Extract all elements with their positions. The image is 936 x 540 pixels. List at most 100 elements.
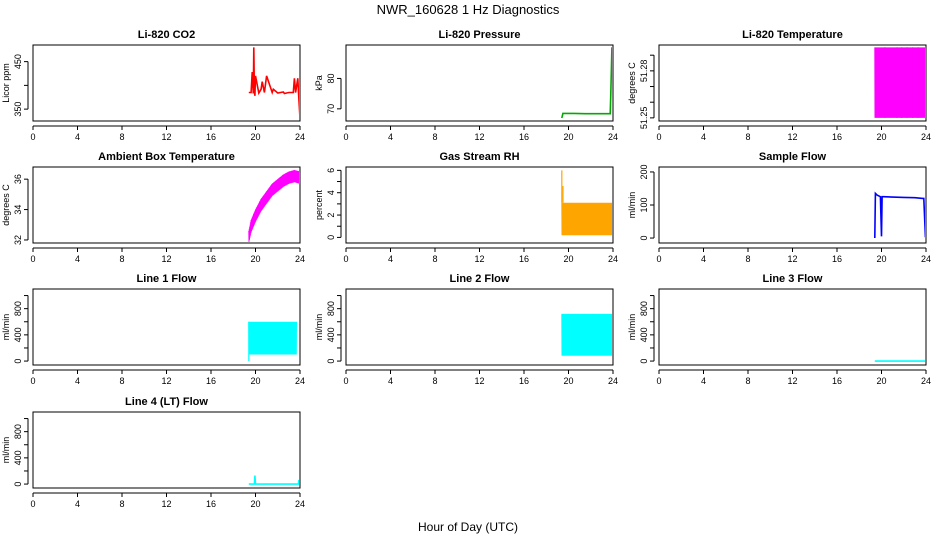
y-axis-label: ml/min <box>627 314 637 341</box>
y-tick-label: 34 <box>13 205 23 215</box>
y-tick-label: 0 <box>639 236 649 241</box>
plot-frame <box>32 166 301 244</box>
y-tick-label: 70 <box>326 104 336 114</box>
x-tick-label: 4 <box>75 376 80 386</box>
plot-area <box>874 47 925 118</box>
y-tick-label: 0 <box>326 235 336 240</box>
y-axis-label: ml/min <box>627 192 637 219</box>
x-tick-label: 24 <box>608 132 618 142</box>
x-tick-label: 0 <box>343 376 348 386</box>
plot-frame <box>32 288 301 366</box>
y-axis-label: ml/min <box>1 437 11 464</box>
y-tick-label: 51.28 <box>639 60 649 83</box>
plot-frame <box>345 288 614 366</box>
y-tick-label: 0 <box>13 359 23 364</box>
plot-area <box>874 191 925 239</box>
plot-area <box>248 169 299 242</box>
panel-title: Li-820 Pressure <box>439 29 521 41</box>
x-tick-label: 0 <box>343 254 348 264</box>
panel-title: Line 4 (LT) Flow <box>125 396 208 408</box>
x-tick-label: 16 <box>206 132 216 142</box>
plot-area <box>248 321 297 362</box>
x-tick-label: 24 <box>295 254 305 264</box>
chart-panel-4: Ambient Box Temperature 0 4 8 12 16 20 24 32 34 36… <box>1 151 305 264</box>
y-tick-label: 36 <box>13 174 23 184</box>
x-tick-label: 4 <box>75 132 80 142</box>
envelope-series <box>248 169 299 242</box>
panel-title: Li-820 CO2 <box>138 29 195 41</box>
x-tick-label: 12 <box>787 376 797 386</box>
x-tick-label: 8 <box>432 132 437 142</box>
figure-title: NWR_160628 1 Hz Diagnostics <box>377 2 560 17</box>
y-tick-label: 51.25 <box>639 107 649 130</box>
x-tick-label: 8 <box>119 376 124 386</box>
x-tick-label: 12 <box>161 376 171 386</box>
band-series <box>561 202 612 236</box>
x-tick-label: 16 <box>206 376 216 386</box>
y-tick-label: 450 <box>13 54 23 69</box>
x-tick-label: 4 <box>388 254 393 264</box>
panel-title: Gas Stream RH <box>439 151 519 163</box>
x-tick-label: 24 <box>921 376 931 386</box>
x-tick-label: 12 <box>161 132 171 142</box>
plot-area <box>561 313 612 356</box>
panel-title: Line 3 Flow <box>763 273 823 285</box>
chart-panel-3: Li-820 Temperature 0 4 8 12 16 20 24 51.25 51.28d… <box>627 29 931 142</box>
y-axis-label: degrees C <box>627 62 637 104</box>
x-tick-label: 4 <box>388 132 393 142</box>
y-tick-label: 800 <box>326 301 336 316</box>
plot-frame <box>658 166 927 244</box>
x-tick-label: 20 <box>563 132 573 142</box>
x-tick-label: 24 <box>921 132 931 142</box>
plot-area <box>561 170 612 236</box>
x-tick-label: 16 <box>519 376 529 386</box>
x-tick-label: 20 <box>563 376 573 386</box>
y-tick-label: 800 <box>639 301 649 316</box>
y-axis-label: Licor ppm <box>1 63 11 103</box>
x-tick-label: 24 <box>295 499 305 509</box>
y-tick-label: 0 <box>639 359 649 364</box>
x-tick-label: 12 <box>161 254 171 264</box>
y-tick-label: 0 <box>13 482 23 487</box>
x-tick-label: 16 <box>206 499 216 509</box>
x-tick-label: 0 <box>656 254 661 264</box>
x-tick-label: 16 <box>519 254 529 264</box>
y-tick-label: 6 <box>326 168 336 173</box>
x-tick-label: 20 <box>250 132 260 142</box>
plot-area <box>248 47 299 116</box>
plot-frame <box>345 44 614 122</box>
y-tick-label: 350 <box>13 102 23 117</box>
x-tick-label: 24 <box>295 132 305 142</box>
plot-frame <box>345 166 614 244</box>
x-tick-label: 20 <box>563 254 573 264</box>
y-tick-label: 100 <box>639 197 649 212</box>
x-tick-label: 0 <box>30 132 35 142</box>
plot-frame <box>658 288 927 366</box>
x-tick-label: 20 <box>250 499 260 509</box>
band-series <box>561 313 612 356</box>
x-tick-label: 16 <box>832 376 842 386</box>
x-tick-label: 16 <box>832 254 842 264</box>
plot-frame <box>658 44 927 122</box>
x-tick-label: 20 <box>876 254 886 264</box>
band-series <box>248 321 297 355</box>
y-tick-label: 400 <box>326 327 336 342</box>
x-tick-label: 4 <box>701 376 706 386</box>
plot-area <box>248 475 299 485</box>
x-tick-label: 8 <box>119 132 124 142</box>
x-tick-label: 8 <box>119 499 124 509</box>
x-tick-label: 4 <box>75 499 80 509</box>
x-tick-label: 16 <box>206 254 216 264</box>
panel-title: Line 1 Flow <box>137 273 197 285</box>
y-axis-label: kPa <box>314 75 324 91</box>
x-tick-label: 0 <box>30 499 35 509</box>
x-tick-label: 24 <box>608 376 618 386</box>
x-tick-label: 8 <box>432 254 437 264</box>
